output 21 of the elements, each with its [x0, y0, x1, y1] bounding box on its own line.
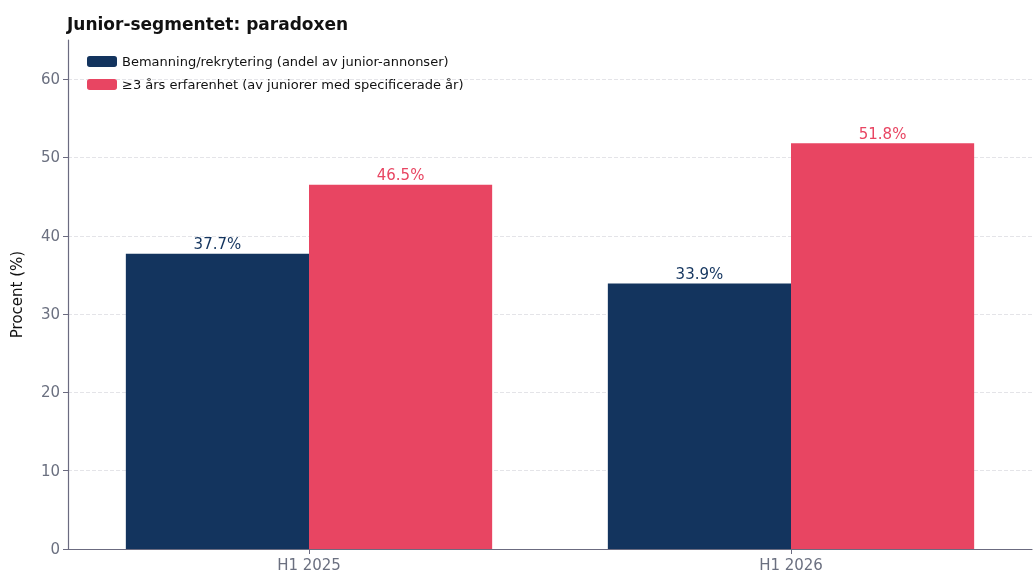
data-label: 33.9% [675, 265, 724, 284]
y-tick-label: 20 [40, 383, 60, 402]
bar [607, 283, 791, 549]
y-tick-label: 0 [50, 540, 60, 558]
y-tick-label: 50 [40, 148, 60, 167]
bar [791, 143, 975, 549]
bar [125, 253, 309, 549]
chart-title: Junior-segmentet: paradoxen [66, 13, 349, 34]
x-tick-label: H1 2025 [277, 555, 341, 574]
data-label: 46.5% [376, 166, 425, 185]
data-label: 37.7% [193, 235, 242, 254]
legend-label: ≥3 års erfarenhet (av juniorer med specificerade år) [122, 77, 464, 92]
y-tick-label: 10 [40, 461, 60, 480]
x-tick-label: H1 2026 [759, 555, 823, 574]
y-tick-label: 30 [40, 305, 60, 324]
y-tick-label: 40 [40, 226, 60, 245]
legend-label: Bemanning/rekrytering (andel av junior-annonser) [122, 54, 449, 69]
data-label: 51.8% [858, 124, 907, 143]
y-tick-label: 60 [40, 70, 60, 89]
y-axis-title: Procent (%) [7, 250, 26, 339]
bar [309, 184, 493, 549]
